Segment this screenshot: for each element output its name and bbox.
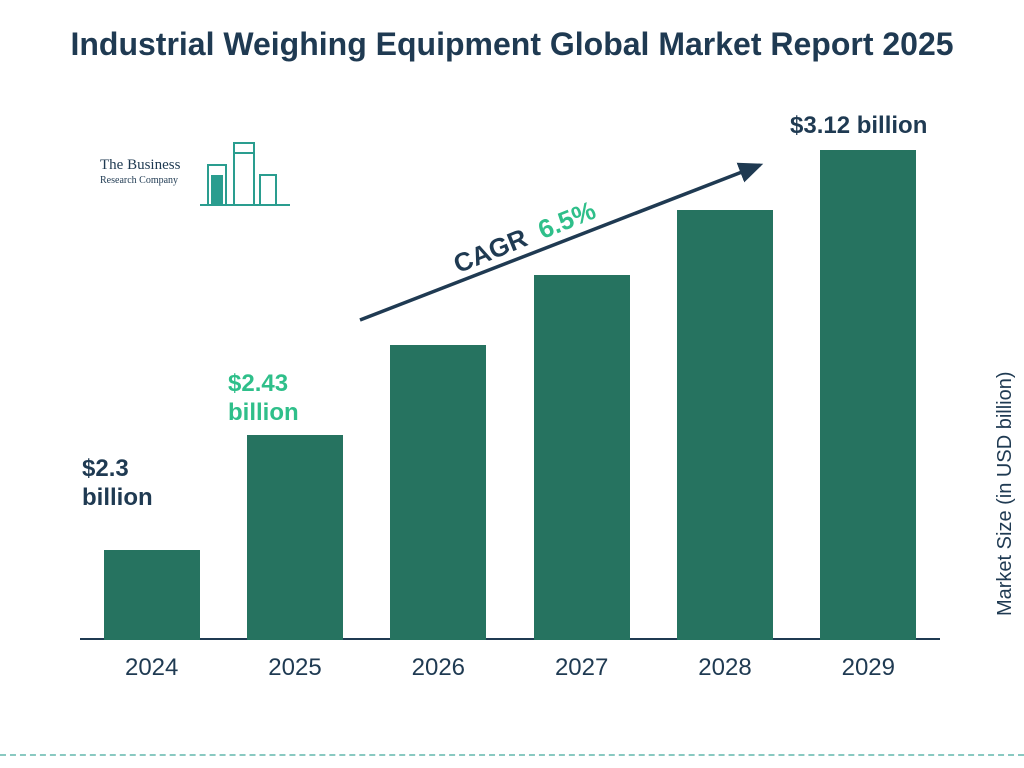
x-axis-labels: 2024 2025 2026 2027 2028 2029	[80, 654, 940, 682]
y-axis-label: Market Size (in USD billion)	[995, 372, 1018, 617]
x-label: 2024	[80, 654, 223, 682]
bar-2024	[104, 550, 200, 640]
trend-arrow-icon	[350, 155, 790, 335]
x-label: 2027	[510, 654, 653, 682]
chart-title: Industrial Weighing Equipment Global Mar…	[0, 0, 1024, 74]
value-label-2024: $2.3billion	[82, 455, 153, 513]
bar-2025	[247, 435, 343, 640]
x-label: 2025	[223, 654, 366, 682]
value-label-2029: $3.12 billion	[790, 112, 927, 141]
bar-slot	[797, 130, 940, 640]
bar-2026	[390, 345, 486, 640]
bottom-dashed-line	[0, 754, 1024, 756]
value-label-2025: $2.43billion	[228, 370, 299, 428]
bar-slot	[80, 130, 223, 640]
x-label: 2029	[797, 654, 940, 682]
bar-2029	[820, 150, 916, 640]
x-label: 2028	[653, 654, 796, 682]
cagr-annotation: CAGR 6.5%	[350, 155, 790, 335]
x-label: 2026	[367, 654, 510, 682]
